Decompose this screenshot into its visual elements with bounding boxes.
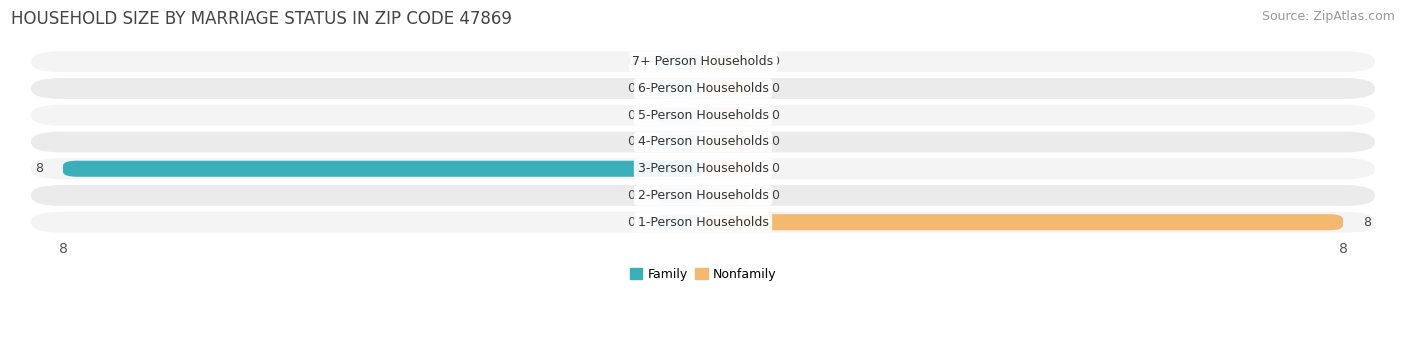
FancyBboxPatch shape [31, 132, 1375, 152]
Text: Source: ZipAtlas.com: Source: ZipAtlas.com [1261, 10, 1395, 23]
FancyBboxPatch shape [31, 158, 1375, 179]
Text: 5-Person Households: 5-Person Households [637, 109, 769, 122]
Text: 0: 0 [770, 135, 779, 148]
FancyBboxPatch shape [703, 107, 751, 123]
Text: 0: 0 [627, 82, 636, 95]
Text: 2-Person Households: 2-Person Households [637, 189, 769, 202]
Text: HOUSEHOLD SIZE BY MARRIAGE STATUS IN ZIP CODE 47869: HOUSEHOLD SIZE BY MARRIAGE STATUS IN ZIP… [11, 10, 512, 28]
FancyBboxPatch shape [703, 80, 751, 97]
Text: 0: 0 [770, 189, 779, 202]
FancyBboxPatch shape [63, 161, 703, 177]
FancyBboxPatch shape [31, 185, 1375, 206]
Text: 0: 0 [627, 216, 636, 229]
FancyBboxPatch shape [703, 161, 751, 177]
FancyBboxPatch shape [655, 80, 703, 97]
Text: 0: 0 [770, 82, 779, 95]
FancyBboxPatch shape [703, 214, 1343, 230]
Text: 0: 0 [770, 55, 779, 68]
Text: 1-Person Households: 1-Person Households [637, 216, 769, 229]
FancyBboxPatch shape [655, 107, 703, 123]
FancyBboxPatch shape [31, 212, 1375, 233]
Text: 3-Person Households: 3-Person Households [637, 162, 769, 175]
FancyBboxPatch shape [655, 188, 703, 204]
Text: 0: 0 [627, 55, 636, 68]
Text: 7+ Person Households: 7+ Person Households [633, 55, 773, 68]
FancyBboxPatch shape [31, 51, 1375, 72]
Text: 0: 0 [770, 109, 779, 122]
FancyBboxPatch shape [31, 105, 1375, 126]
Text: 0: 0 [627, 135, 636, 148]
FancyBboxPatch shape [655, 54, 703, 70]
FancyBboxPatch shape [31, 78, 1375, 99]
Text: 0: 0 [627, 189, 636, 202]
FancyBboxPatch shape [703, 134, 751, 150]
FancyBboxPatch shape [703, 54, 751, 70]
FancyBboxPatch shape [703, 188, 751, 204]
Text: 0: 0 [770, 162, 779, 175]
FancyBboxPatch shape [655, 134, 703, 150]
Text: 8: 8 [35, 162, 44, 175]
Text: 0: 0 [627, 109, 636, 122]
Text: 8: 8 [1362, 216, 1371, 229]
Legend: Family, Nonfamily: Family, Nonfamily [624, 263, 782, 286]
Text: 6-Person Households: 6-Person Households [637, 82, 769, 95]
FancyBboxPatch shape [655, 214, 703, 230]
Text: 4-Person Households: 4-Person Households [637, 135, 769, 148]
